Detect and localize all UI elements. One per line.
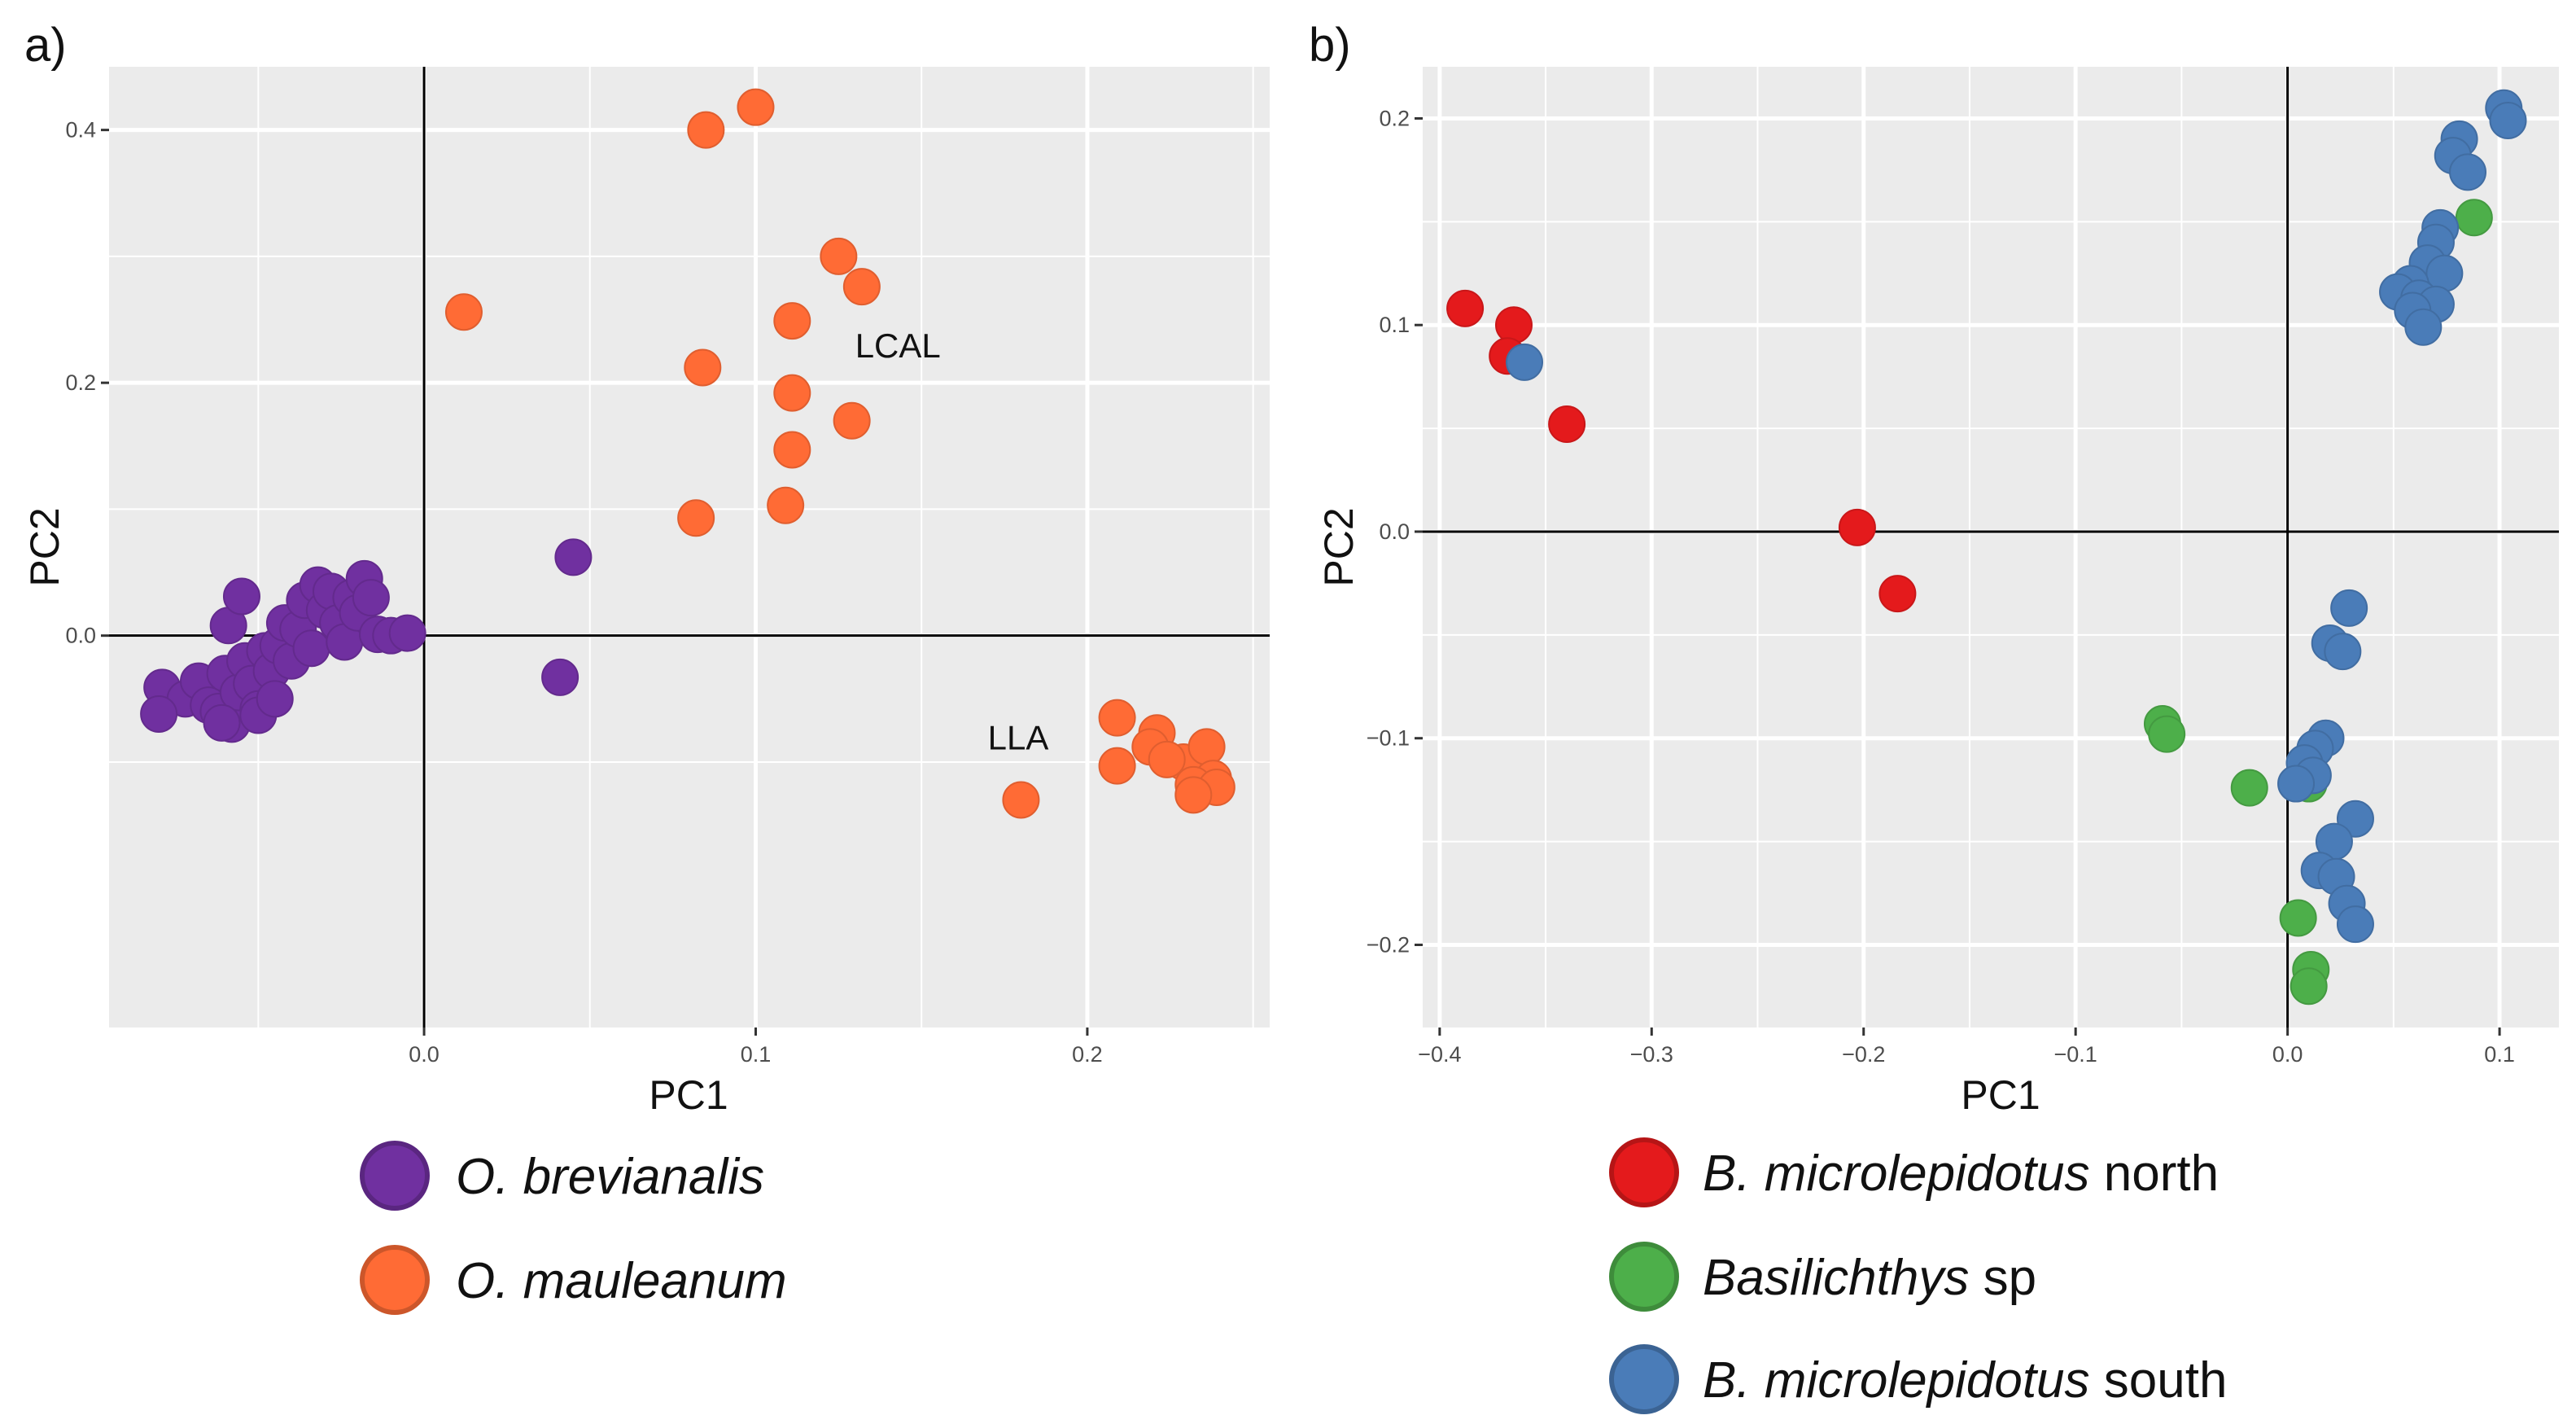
data-point-a-series-1: [773, 431, 811, 469]
data-point-a-series-1: [677, 499, 715, 537]
data-point-a-series-0: [292, 629, 330, 668]
legend-key: [360, 1141, 430, 1211]
data-point-a-series-1: [773, 302, 811, 340]
data-point-a-series-1: [737, 88, 775, 126]
data-point-a-series-1: [1098, 699, 1136, 737]
x-tick-label: −0.4: [1418, 1042, 1461, 1067]
annotation-label: LLA: [988, 718, 1049, 756]
panel-b: b) −0.4 −0.3 −0.2 −0.1 0.0 0.1 −0.2 −0.1 0.0 0.1 0.…: [1309, 19, 2559, 1414]
x-tick-label: 0.1: [741, 1042, 772, 1067]
data-point-b-series-1: [2230, 769, 2268, 807]
legend-key: [360, 1245, 430, 1315]
legend-label: O. brevianalis: [456, 1149, 764, 1205]
y-tick-label: 0.2: [1379, 106, 1410, 130]
data-point-b-series-2: [2489, 101, 2527, 139]
data-point-b-series-0: [1548, 405, 1586, 444]
data-point-a-series-0: [203, 703, 241, 742]
panel-label-b: b): [1309, 19, 1351, 72]
x-tick-label: 0.1: [2484, 1042, 2515, 1067]
x-tick-label: −0.3: [1630, 1042, 1673, 1067]
data-point-a-series-1: [1148, 740, 1186, 778]
data-point-a-series-1: [687, 111, 725, 149]
data-point-a-series-1: [1098, 747, 1136, 785]
data-point-a-series-1: [833, 401, 871, 440]
x-tick-label: 0.0: [409, 1042, 440, 1067]
annotation-label: LCAL: [855, 326, 941, 365]
data-point-a-series-0: [541, 658, 579, 696]
y-tick-label: 0.4: [65, 118, 96, 142]
data-point-b-series-1: [2455, 199, 2493, 237]
data-point-a-series-1: [444, 293, 483, 331]
y-axis-title: PC2: [1316, 507, 1362, 586]
data-point-b-series-2: [2324, 633, 2362, 671]
data-point-a-series-0: [352, 579, 390, 617]
y-tick-label: 0.0: [1379, 519, 1410, 544]
data-point-a-series-0: [388, 614, 426, 652]
x-axis-title: PC1: [1961, 1072, 2040, 1118]
data-point-a-series-1: [684, 348, 722, 387]
x-tick-label: 0.2: [1072, 1042, 1103, 1067]
x-tick-label: 0.0: [2272, 1042, 2303, 1067]
plot-background-a: [109, 67, 1270, 1027]
y-tick-label: −0.1: [1367, 726, 1410, 751]
plot-background-b: [1423, 67, 2559, 1027]
legend-label: B. microlepidotus south: [1703, 1352, 2227, 1409]
data-point-b-series-2: [2330, 589, 2368, 627]
legend-label: B. microlepidotus north: [1703, 1146, 2219, 1202]
y-tick-label: 0.2: [65, 370, 96, 395]
data-point-b-series-0: [1494, 306, 1533, 344]
data-point-a-series-0: [140, 694, 178, 733]
data-point-a-series-1: [767, 486, 805, 524]
x-tick-label: −0.1: [2054, 1042, 2097, 1067]
data-point-a-series-1: [1002, 781, 1040, 819]
data-point-b-series-2: [1506, 343, 1544, 381]
data-point-a-series-0: [554, 538, 593, 576]
data-point-b-series-0: [1878, 575, 1917, 613]
data-point-b-series-1: [2279, 899, 2317, 937]
panel-label-a: a): [24, 19, 67, 72]
data-point-b-series-2: [2336, 905, 2374, 944]
data-point-b-series-0: [1838, 508, 1876, 546]
y-axis-title: PC2: [22, 507, 68, 586]
legend-label: O. mauleanum: [456, 1253, 787, 1309]
legend-key: [1609, 1242, 1679, 1312]
data-point-a-series-1: [820, 237, 858, 275]
panel-a: a) 0.0 0.1 0.2 0.0 0.2 0.4 LCAL LLA PC1 PC2 O. brev…: [22, 19, 1270, 1315]
data-point-a-series-1: [1187, 728, 1226, 766]
data-point-b-series-2: [2277, 765, 2316, 803]
data-point-b-series-1: [2148, 715, 2186, 753]
data-point-a-series-1: [1174, 776, 1213, 814]
legend-key: [1609, 1137, 1679, 1207]
data-point-b-series-2: [2404, 308, 2443, 346]
y-tick-label: −0.2: [1367, 932, 1410, 957]
data-point-b-series-2: [2449, 153, 2487, 191]
y-tick-label: 0.1: [1379, 313, 1410, 337]
data-point-b-series-1: [2290, 967, 2328, 1006]
legend-label: Basilichthys sp: [1703, 1250, 2036, 1306]
data-point-b-series-0: [1446, 289, 1485, 327]
data-point-a-series-0: [256, 680, 294, 718]
data-point-a-series-1: [842, 268, 881, 306]
x-axis-title: PC1: [649, 1072, 728, 1118]
x-tick-label: −0.2: [1842, 1042, 1885, 1067]
data-point-a-series-0: [222, 577, 260, 616]
legend-key: [1609, 1344, 1679, 1414]
data-point-a-series-1: [773, 374, 811, 412]
y-tick-label: 0.0: [65, 624, 96, 648]
